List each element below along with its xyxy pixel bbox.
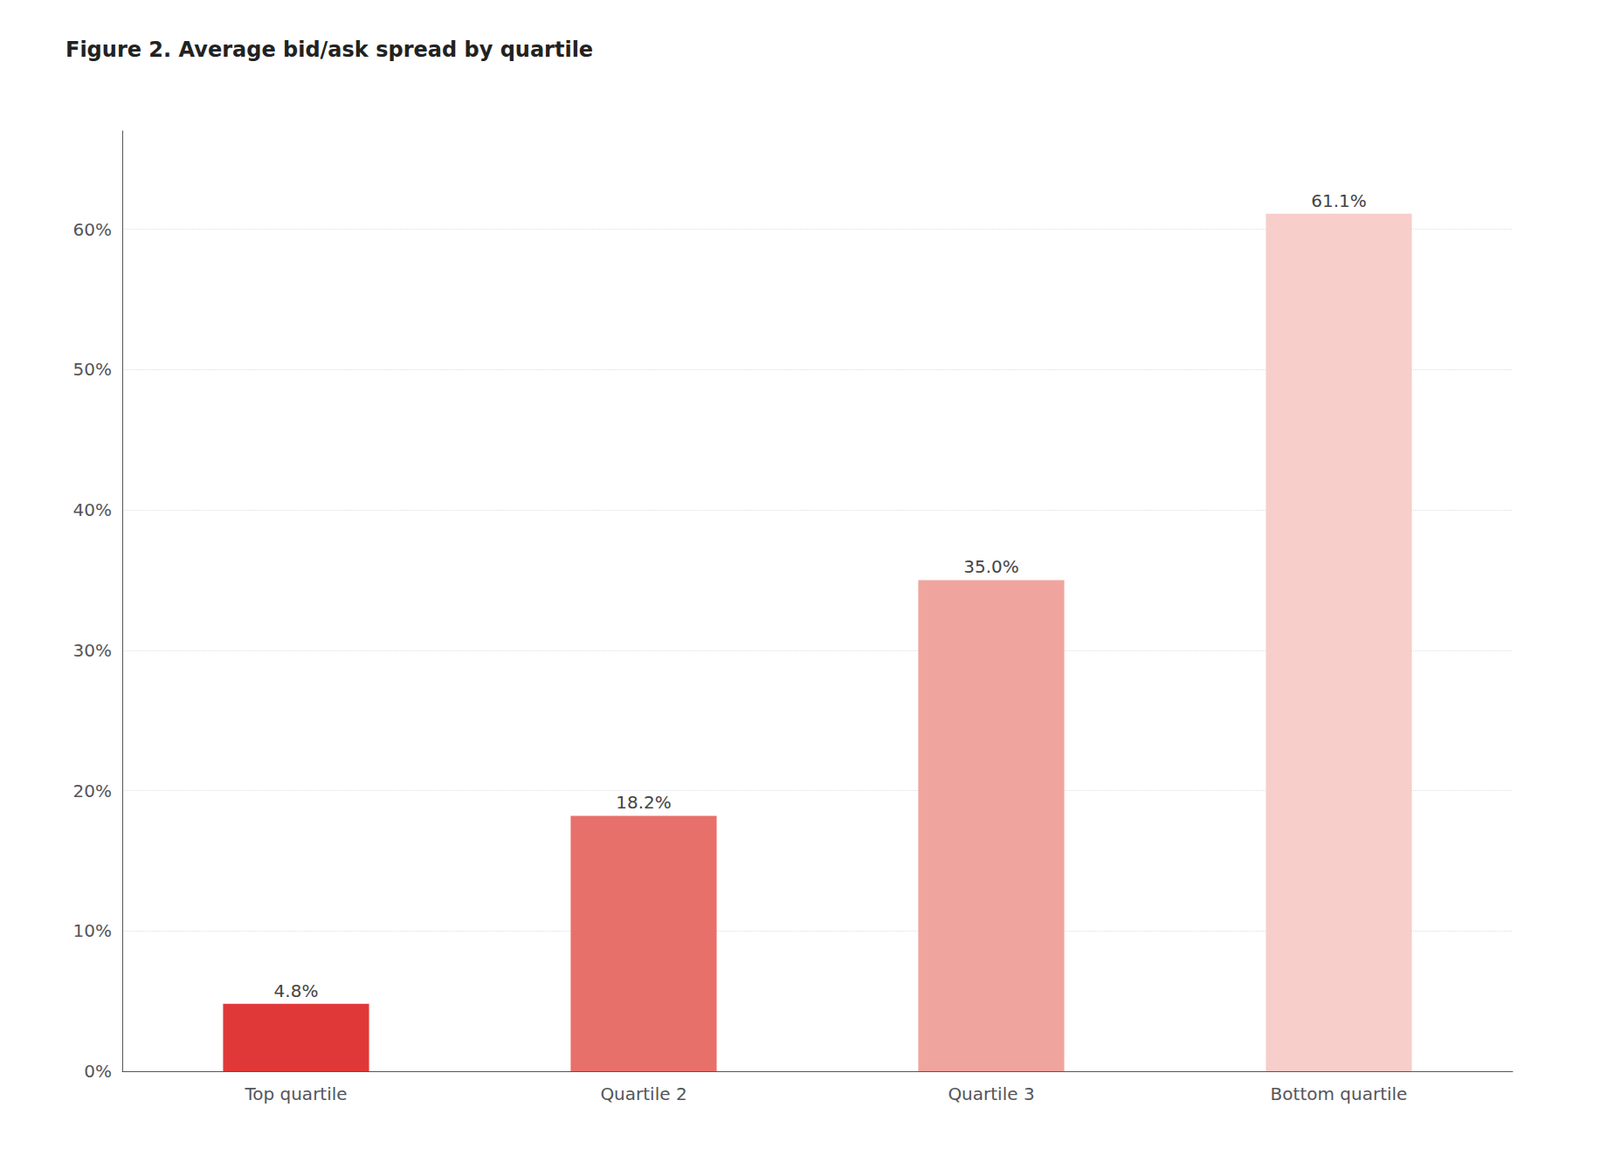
svg-text:61.1%: 61.1% xyxy=(1310,190,1367,212)
svg-text:Quartile 2: Quartile 2 xyxy=(600,1083,687,1105)
svg-text:50%: 50% xyxy=(73,358,112,380)
svg-text:10%: 10% xyxy=(73,920,112,942)
svg-text:30%: 30% xyxy=(73,640,112,662)
svg-text:20%: 20% xyxy=(73,780,112,802)
svg-text:Bottom quartile: Bottom quartile xyxy=(1270,1083,1408,1105)
svg-text:Quartile 3: Quartile 3 xyxy=(947,1083,1035,1105)
svg-text:Figure 2. Average bid/ask spre: Figure 2. Average bid/ask spread by quar… xyxy=(65,37,594,63)
svg-text:40%: 40% xyxy=(73,499,112,521)
svg-text:4.8%: 4.8% xyxy=(274,980,319,1002)
svg-text:35.0%: 35.0% xyxy=(963,556,1020,578)
svg-text:60%: 60% xyxy=(73,219,112,241)
svg-text:Top quartile: Top quartile xyxy=(243,1083,347,1105)
svg-text:0%: 0% xyxy=(83,1061,112,1083)
svg-text:18.2%: 18.2% xyxy=(615,792,672,814)
